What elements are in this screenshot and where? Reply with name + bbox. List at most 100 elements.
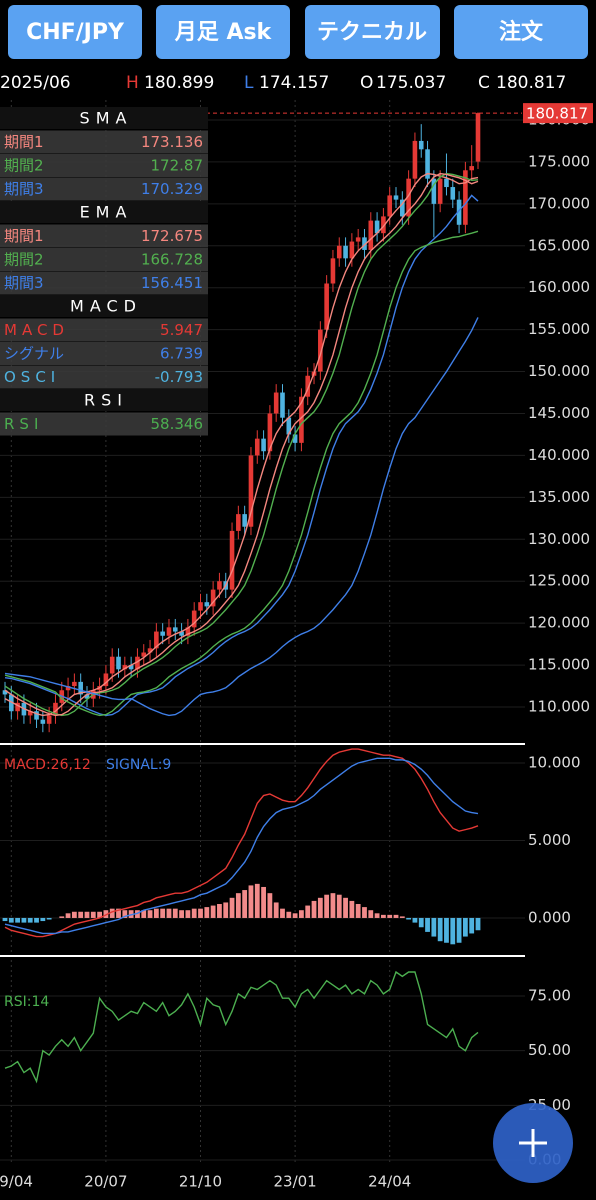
histogram-bar xyxy=(324,894,330,918)
histogram-bar xyxy=(8,917,14,923)
button-bg[interactable] xyxy=(8,5,142,59)
histogram-bar xyxy=(280,908,285,918)
histogram-bar xyxy=(242,890,248,918)
period-button[interactable]: 月足 Ask xyxy=(156,5,290,59)
candle-body xyxy=(330,258,336,284)
candle-body xyxy=(368,220,374,250)
button-label[interactable]: CHF/JPY xyxy=(26,20,125,45)
button-label[interactable]: テクニカル xyxy=(317,20,427,45)
histogram-bar xyxy=(355,904,361,918)
summary-row-value: 58.346 xyxy=(151,415,204,433)
summary-row-bg xyxy=(0,248,208,271)
histogram-bar xyxy=(204,907,210,918)
summary-row-value: 170.329 xyxy=(141,180,203,198)
indicator-line xyxy=(4,230,479,717)
candle-body xyxy=(336,245,342,259)
candle-body xyxy=(116,656,121,670)
summary-row-bg xyxy=(0,365,208,389)
histogram-bar xyxy=(84,911,90,918)
histogram-bar xyxy=(254,883,260,918)
candle-body xyxy=(236,514,241,531)
candle-body xyxy=(78,681,83,695)
summary-row-bg xyxy=(0,224,208,248)
summary-row-name: MACD xyxy=(4,321,69,339)
y-tick-label: 140.000 xyxy=(528,446,590,464)
histogram-bar xyxy=(368,910,374,918)
summary-row-value: 156.451 xyxy=(141,274,203,292)
candle-body xyxy=(469,166,474,171)
candle-body xyxy=(185,627,191,636)
candle-body xyxy=(15,702,20,712)
order-button[interactable]: 注文 xyxy=(454,5,588,59)
histogram-bar xyxy=(393,914,399,918)
button-label[interactable]: 注文 xyxy=(499,19,544,45)
histogram-bar xyxy=(40,917,46,922)
x-tick-label: 23/01 xyxy=(273,1173,316,1191)
candle-body xyxy=(387,195,393,217)
histogram-bar xyxy=(147,910,153,918)
technical-button[interactable]: テクニカル xyxy=(305,5,440,59)
button-label[interactable]: 月足 Ask xyxy=(174,20,273,45)
histogram-bar xyxy=(305,905,311,918)
histogram-bar xyxy=(462,917,468,937)
histogram-bar xyxy=(153,908,159,918)
candle-body xyxy=(324,283,329,330)
histogram-bar xyxy=(330,893,336,918)
candle-body xyxy=(475,113,481,162)
histogram-bar xyxy=(273,902,279,918)
period: 2025/06 xyxy=(0,73,71,93)
symbol-button[interactable]: CHF/JPY xyxy=(8,5,142,59)
candle-body xyxy=(179,631,184,636)
histogram-bar xyxy=(425,917,430,932)
button-bg[interactable] xyxy=(156,5,290,59)
candle-body xyxy=(318,329,323,372)
histogram-bar xyxy=(418,917,424,928)
y-tick-label: 145.000 xyxy=(528,404,590,422)
histogram-bar xyxy=(362,907,367,918)
panel-annotation: SIGNAL:9 xyxy=(106,757,171,773)
x-tick-label: 19/04 xyxy=(0,1173,33,1191)
add-button[interactable] xyxy=(493,1103,573,1183)
histogram-bar xyxy=(299,910,304,918)
current-price-label: 180.817 xyxy=(526,105,588,123)
candle-body xyxy=(261,438,266,452)
summary-row-value: 173.136 xyxy=(141,133,203,151)
current-price-tag xyxy=(523,103,593,124)
summary-header: RSI xyxy=(84,391,128,410)
candle-body xyxy=(46,715,52,724)
y-tick-label: 175.000 xyxy=(528,152,590,170)
open-value: 175.037 xyxy=(376,73,446,93)
histogram-bar xyxy=(349,900,355,918)
button-bg[interactable] xyxy=(305,5,440,59)
histogram-bar xyxy=(235,893,241,918)
candle-body xyxy=(273,392,279,414)
indicator-line xyxy=(4,748,479,938)
candle-body xyxy=(65,686,71,691)
histogram-bar xyxy=(261,886,266,918)
candle-body xyxy=(53,702,58,716)
y-tick-label: 75.00 xyxy=(528,987,571,1005)
candle-body xyxy=(280,392,285,418)
histogram-bar xyxy=(97,911,102,918)
summary-row-name: 期間1 xyxy=(4,227,44,245)
low-label: L xyxy=(244,73,254,93)
histogram-bar xyxy=(292,913,298,918)
candle-body xyxy=(362,237,367,250)
panel-annotation: MACD:26,12 xyxy=(4,757,91,773)
histogram-bar xyxy=(135,910,140,918)
histogram-bar xyxy=(450,917,456,945)
candle-body xyxy=(349,241,355,259)
candle-body xyxy=(412,140,418,179)
candle-body xyxy=(305,375,311,397)
candle-body xyxy=(172,627,178,632)
candle-body xyxy=(34,711,39,720)
panel-annotation: RSI:14 xyxy=(4,994,49,1010)
candle-body xyxy=(72,681,77,687)
histogram-bar xyxy=(15,917,21,923)
summary-row-bg xyxy=(0,271,208,295)
histogram-bar xyxy=(122,910,128,918)
histogram-bar xyxy=(311,900,317,918)
histogram-bar xyxy=(21,917,27,923)
button-bg[interactable] xyxy=(454,5,588,59)
